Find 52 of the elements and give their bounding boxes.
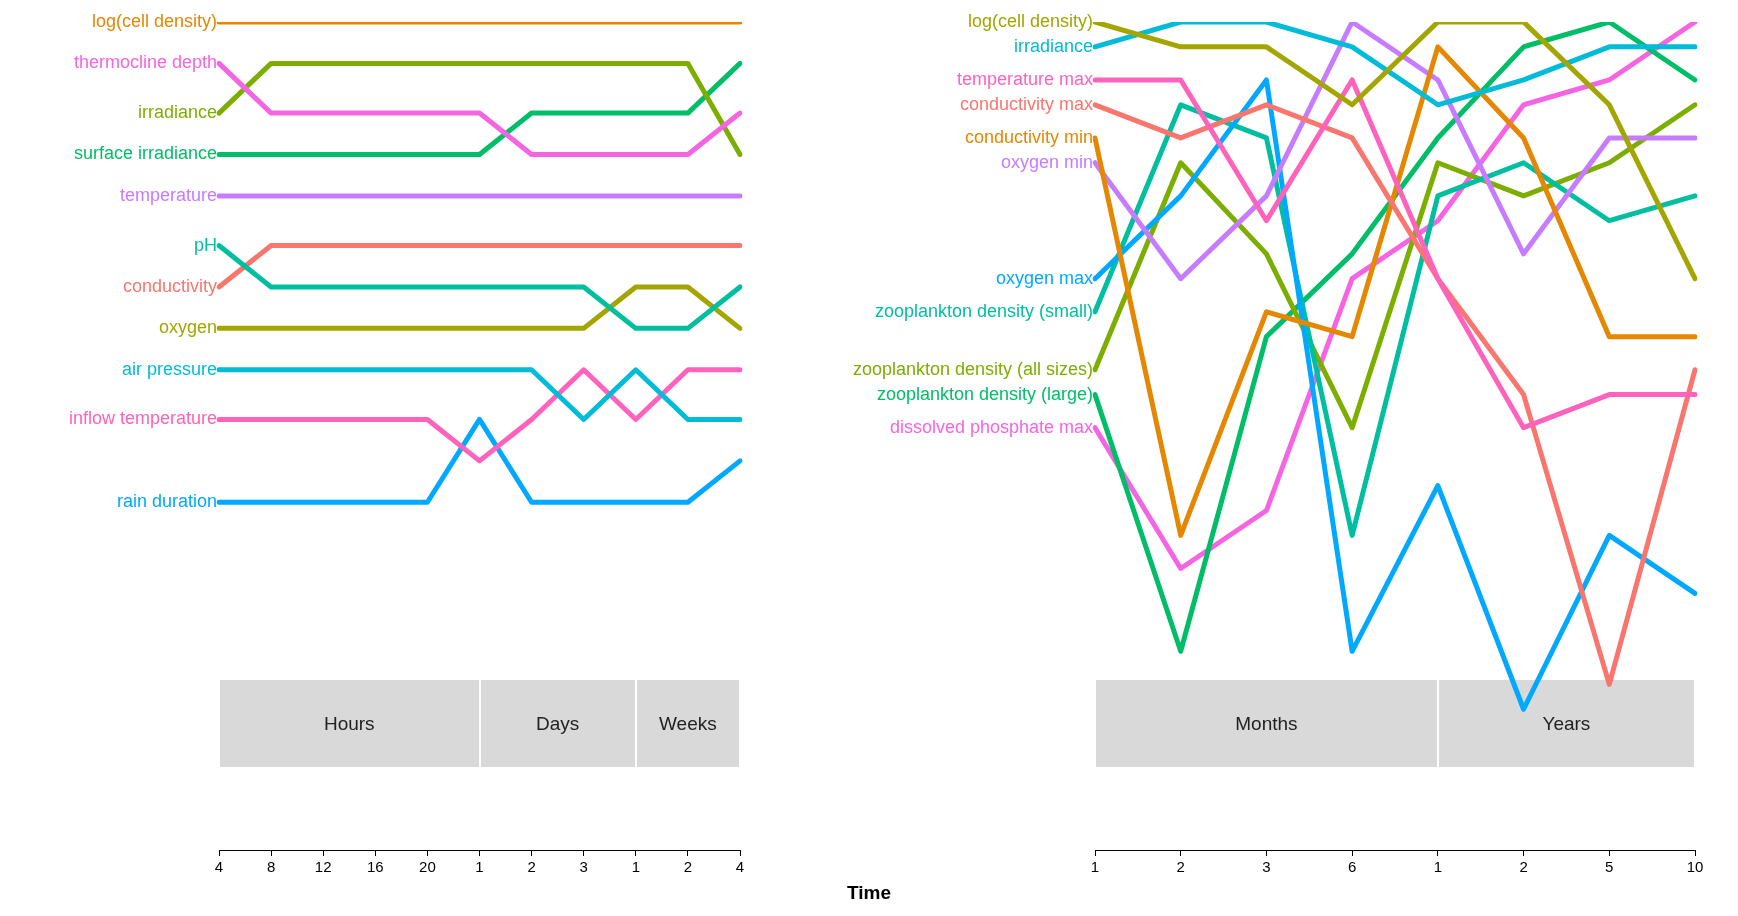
strip-panel: Months xyxy=(1096,680,1437,767)
series-label: inflow temperature xyxy=(68,408,217,429)
x-tick-label: 20 xyxy=(419,858,436,876)
strip-panel: Hours xyxy=(220,680,479,767)
x-tick-label: 2 xyxy=(1519,858,1528,876)
x-tick-label: 3 xyxy=(579,858,588,876)
annotation: Years xyxy=(1542,712,1591,735)
x-tick-label: 1 xyxy=(631,858,640,876)
x-tick-label: 8 xyxy=(266,858,276,876)
annotation: Hours xyxy=(323,712,375,735)
x-tick-label: 1 xyxy=(1090,858,1100,876)
strip-panel: Years xyxy=(1438,680,1694,767)
series-label: thermocline depth xyxy=(73,52,217,73)
strip-panel: Days xyxy=(480,680,635,767)
series-label: irradiance xyxy=(137,102,217,123)
series-label: surface irradiance xyxy=(73,143,217,164)
x-tick-label: 4 xyxy=(735,858,745,876)
x-tick-label: 10 xyxy=(1686,858,1704,876)
annotation: Months xyxy=(1235,712,1298,735)
series-label: dissolved phosphate max xyxy=(889,416,1093,437)
series-label: oxygen xyxy=(158,317,217,338)
strip-panel: Weeks xyxy=(636,680,739,767)
x-tick-label: 3 xyxy=(1262,858,1271,876)
x-tick-label: 4 xyxy=(214,858,224,876)
annotation: Weeks xyxy=(659,712,717,735)
series-label: oxygen max xyxy=(995,267,1093,288)
series-label: conductivity min xyxy=(964,126,1093,147)
x-tick-label: 2 xyxy=(683,858,693,876)
series-label: oxygen min xyxy=(1000,151,1093,172)
series-label: rain duration xyxy=(116,491,217,512)
annotation: Days xyxy=(536,712,580,735)
x-tick-label: 12 xyxy=(314,858,332,876)
x-tick-label: 2 xyxy=(527,858,536,876)
series-label: log(cell density) xyxy=(967,10,1093,31)
series-label: log(cell density) xyxy=(91,10,217,31)
x-tick-label: 1 xyxy=(1433,858,1443,876)
x-axis-title: Time xyxy=(846,882,892,904)
series-label: air pressure xyxy=(121,358,217,379)
x-tick-label: 5 xyxy=(1605,858,1614,876)
series-label: conductivity max xyxy=(959,93,1093,114)
x-tick-label: 16 xyxy=(366,858,384,876)
series-label: zooplankton density (all sizes) xyxy=(852,358,1093,379)
x-tick-label: 1 xyxy=(475,858,484,876)
series-label: zooplankton density (small) xyxy=(874,300,1093,321)
series-label: temperature max xyxy=(956,68,1093,89)
series-label: pH xyxy=(193,234,217,255)
x-tick-label: 6 xyxy=(1347,858,1357,876)
series-label: conductivity xyxy=(122,275,217,296)
x-tick-label: 2 xyxy=(1176,858,1185,876)
series-label: zooplankton density (large) xyxy=(876,383,1093,404)
series-label: irradiance xyxy=(1013,35,1093,56)
series-label: temperature xyxy=(119,184,217,205)
